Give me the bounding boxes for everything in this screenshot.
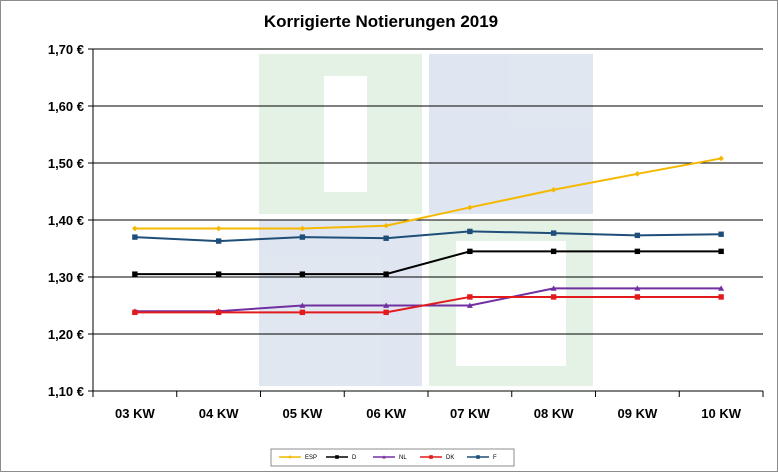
data-point-dk	[467, 294, 473, 300]
y-tick-label: 1,20 €	[48, 327, 84, 342]
data-point-esp	[299, 225, 306, 232]
y-tick-label: 1,30 €	[48, 270, 84, 285]
x-tick-label: 05 KW	[283, 406, 323, 421]
gridlines	[93, 48, 763, 392]
data-point-d	[718, 248, 724, 255]
y-axis-ticks: 1,10 € 1,20 € 1,30 € 1,40 € 1,50 € 1,60 € 1,70…	[48, 42, 93, 399]
data-point-esp	[718, 155, 724, 162]
x-tick-label: 10 KW	[701, 406, 741, 421]
legend-label-esp: ESP	[305, 455, 317, 461]
legend-label-d: D	[352, 455, 357, 461]
data-point-esp	[215, 225, 222, 232]
y-tick-label: 1,70 €	[48, 42, 84, 57]
x-tick-label: 09 KW	[618, 406, 658, 421]
data-point-esp	[550, 186, 557, 193]
data-point-dk	[383, 309, 389, 316]
data-point-d	[550, 248, 557, 255]
x-axis-ticks: 03 KW 04 KW 05 KW 06 KW 07 KW 08 KW 09 KW 10 KW	[92, 391, 764, 421]
data-point-esp	[132, 225, 138, 232]
series-line-nl	[134, 287, 722, 313]
legend-label-dk: DK	[446, 455, 454, 461]
series-line-f	[134, 230, 722, 243]
data-point-esp	[383, 222, 389, 229]
x-tick-label: 08 KW	[534, 406, 574, 421]
data-point-f	[383, 235, 389, 241]
series-line-dk	[134, 295, 722, 314]
data-point-nl	[299, 302, 306, 308]
series-d	[132, 248, 724, 277]
data-point-dk	[718, 294, 724, 300]
data-point-f	[132, 234, 138, 240]
data-point-dk	[550, 294, 557, 300]
x-tick-label: 07 KW	[450, 406, 490, 421]
chart-title: Korrigierte Notierungen 2019	[264, 12, 498, 31]
watermark-logo	[259, 54, 593, 386]
legend-marker-nl	[382, 455, 386, 459]
data-point-d	[132, 271, 138, 277]
series-esp	[132, 155, 724, 232]
data-point-f	[215, 238, 222, 244]
data-point-f	[299, 234, 306, 240]
data-point-d	[467, 248, 473, 255]
y-tick-label: 1,60 €	[48, 99, 84, 114]
legend-label-nl: NL	[399, 455, 407, 461]
data-point-f	[467, 228, 473, 235]
data-point-f	[550, 230, 557, 236]
series-f	[132, 228, 724, 244]
y-tick-label: 1,10 €	[48, 384, 84, 399]
y-tick-label: 1,50 €	[48, 156, 84, 171]
legend-marker-esp	[288, 455, 292, 459]
data-point-d	[299, 271, 306, 277]
x-tick-label: 04 KW	[199, 406, 239, 421]
data-point-d	[215, 271, 222, 277]
data-point-esp	[467, 204, 473, 211]
series-lines	[131, 155, 725, 316]
data-point-nl	[634, 285, 641, 291]
data-point-d	[383, 271, 389, 277]
legend-label-f: F	[493, 455, 497, 461]
series-dk	[132, 294, 724, 316]
legend-marker-f	[476, 455, 480, 459]
x-tick-label: 06 KW	[366, 406, 406, 421]
data-point-f	[718, 231, 724, 237]
data-point-d	[634, 248, 641, 255]
data-point-f	[634, 232, 641, 239]
data-point-esp	[634, 171, 641, 177]
data-point-nl	[718, 285, 725, 291]
legend-marker-dk	[429, 455, 433, 459]
data-point-dk	[634, 294, 641, 300]
axes	[92, 49, 763, 392]
data-point-dk	[132, 309, 138, 316]
data-point-dk	[299, 309, 306, 316]
data-point-nl	[550, 285, 557, 291]
data-point-nl	[466, 302, 473, 308]
data-point-dk	[215, 309, 222, 316]
legend: ESP D NL DK F	[270, 448, 515, 467]
data-point-nl	[383, 302, 390, 308]
series-line-d	[134, 250, 722, 276]
x-tick-label: 03 KW	[115, 406, 155, 421]
series-line-esp	[134, 157, 722, 230]
y-tick-label: 1,40 €	[48, 213, 84, 228]
legend-marker-d	[335, 455, 339, 459]
